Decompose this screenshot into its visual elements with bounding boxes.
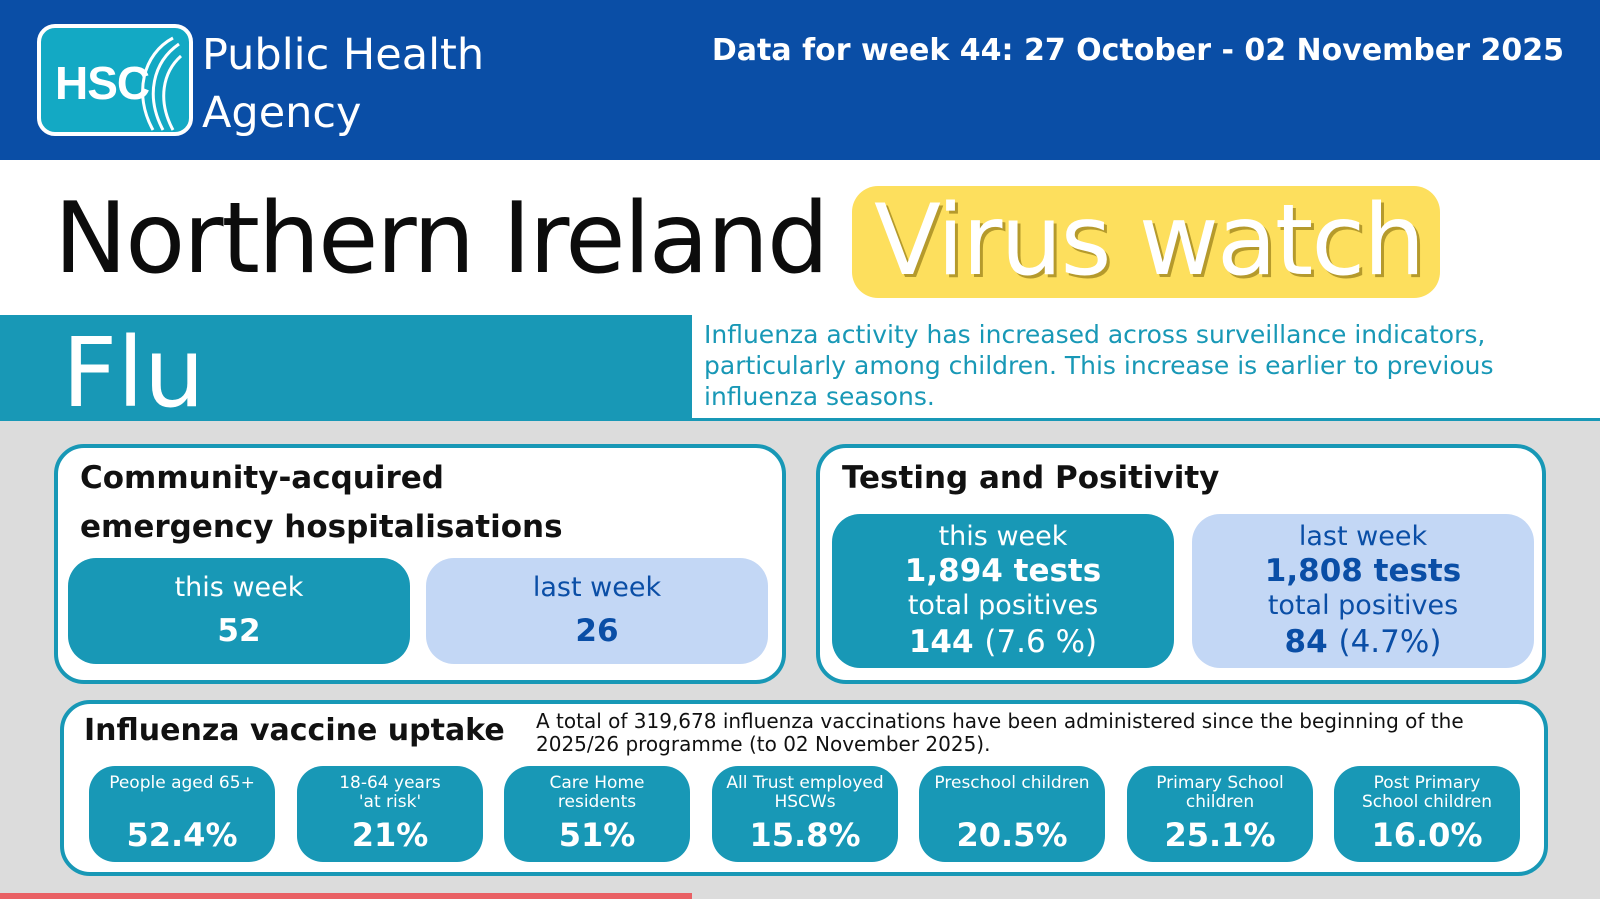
vaccine-group-label: Preschool children [919, 774, 1105, 793]
page-title: Northern Ireland [54, 182, 829, 296]
flu-summary: Influenza activity has increased across … [692, 315, 1600, 418]
vaccine-group-hscws: All Trust employed HSCWs 15.8% [712, 766, 898, 862]
testing-last-week-label: last week [1298, 521, 1428, 552]
flu-band: Flu Influenza activity has increased acr… [0, 315, 1600, 429]
vaccine-group-65-plus: People aged 65+ 52.4% [89, 766, 275, 862]
org-name: Public Health Agency [202, 26, 484, 142]
hospitalisations-title-line2: emergency hospitalisations [80, 509, 563, 545]
hospitalisations-panel: Community-acquired emergency hospitalisa… [54, 444, 786, 684]
hospitalisations-title-line1: Community-acquired [80, 460, 444, 496]
testing-this-week-positives-value: 144 [908, 624, 974, 660]
org-name-line1: Public Health [202, 30, 485, 80]
hosp-last-week-value: 26 [575, 613, 619, 649]
vaccine-group-value: 21% [351, 816, 429, 854]
vaccine-group-label: Post Primary School children [1334, 774, 1520, 812]
title-highlight-text: Virus watch [874, 184, 1425, 298]
vaccine-group-label-line1: Primary School [1156, 773, 1284, 793]
testing-this-week-positives-pct: (7.6 %) [984, 624, 1098, 660]
title-row: Northern Ireland Virus watch [0, 160, 1600, 315]
hosp-this-week-tile: this week 52 [68, 558, 410, 664]
testing-this-week-positives-label: total positives [907, 590, 1099, 621]
vaccine-group-label-line1: All Trust employed [726, 773, 884, 793]
vaccine-group-value: 25.1% [1164, 816, 1276, 854]
vaccine-group-label-line2: children [1185, 792, 1255, 812]
vaccine-group-label-line1: Preschool children [934, 773, 1090, 793]
vaccine-intro: A total of 319,678 influenza vaccination… [536, 709, 1464, 756]
vaccine-group-value: 20.5% [956, 816, 1068, 854]
testing-this-week-tests: 1,894 tests [904, 553, 1102, 589]
vaccine-group-label: People aged 65+ [89, 774, 275, 793]
testing-last-week-positives-value: 84 [1284, 624, 1328, 660]
vaccine-group-label-line2: HSCWs [774, 792, 836, 812]
flu-label: Flu [62, 317, 205, 429]
vaccine-group-label-line1: Care Home [549, 773, 645, 793]
testing-this-week-positives: 144 (7.6 %) [832, 624, 1174, 660]
vaccine-group-value: 52.4% [126, 816, 238, 854]
testing-this-week-label: this week [938, 521, 1068, 552]
vaccine-group-value: 15.8% [749, 816, 861, 854]
hsc-logo: HSC [37, 24, 193, 136]
testing-last-week-positives-label: total positives [1267, 590, 1459, 621]
testing-last-week-tile: last week 1,808 tests total positives 84… [1192, 514, 1534, 668]
hosp-last-week-tile: last week 26 [426, 558, 768, 664]
hosp-last-week-label: last week [532, 572, 662, 603]
title-highlight: Virus watch [852, 184, 1440, 298]
vaccine-group-label: All Trust employed HSCWs [712, 774, 898, 812]
vaccine-group-care-home: Care Home residents 51% [504, 766, 690, 862]
vaccine-group-label: Primary School children [1127, 774, 1313, 812]
vaccine-group-preschool: Preschool children 20.5% [919, 766, 1105, 862]
bottom-accent-strip [0, 893, 692, 899]
week-title: Data for week 44: 27 October - 02 Novemb… [711, 33, 1564, 68]
vaccine-group-post-primary: Post Primary School children 16.0% [1334, 766, 1520, 862]
vaccine-group-label-line1: Post Primary [1373, 773, 1481, 793]
testing-title: Testing and Positivity [842, 460, 1220, 496]
vaccine-group-18-64-at-risk: 18-64 years 'at risk' 21% [297, 766, 483, 862]
vaccine-title: Influenza vaccine uptake [84, 713, 505, 748]
vaccine-group-value: 16.0% [1371, 816, 1483, 854]
vaccine-group-label: 18-64 years 'at risk' [297, 774, 483, 812]
testing-last-week-positives: 84 (4.7%) [1192, 624, 1534, 660]
swirl-icon [141, 36, 183, 131]
vaccine-group-label-line2: residents [557, 792, 637, 812]
vaccine-group-label-line1: People aged 65+ [109, 773, 255, 793]
vaccine-group-value: 51% [558, 816, 636, 854]
vaccine-group-label-line2: School children [1361, 792, 1493, 812]
vaccine-group-label: Care Home residents [504, 774, 690, 812]
testing-last-week-tests: 1,808 tests [1264, 553, 1462, 589]
testing-last-week-positives-pct: (4.7%) [1338, 624, 1442, 660]
page-header: HSC Public Health Agency Data for week 4… [0, 0, 1600, 160]
org-name-line2: Agency [202, 88, 362, 138]
vaccine-group-label-line2: 'at risk' [358, 792, 422, 812]
hosp-this-week-label: this week [174, 572, 304, 603]
testing-panel: Testing and Positivity this week 1,894 t… [816, 444, 1546, 684]
vaccine-group-primary-school: Primary School children 25.1% [1127, 766, 1313, 862]
vaccine-group-label-line1: 18-64 years [339, 773, 441, 793]
testing-this-week-tile: this week 1,894 tests total positives 14… [832, 514, 1174, 668]
logo-text: HSC [55, 57, 150, 109]
hosp-this-week-value: 52 [217, 613, 261, 649]
hospitalisations-title: Community-acquired emergency hospitalisa… [80, 454, 563, 552]
